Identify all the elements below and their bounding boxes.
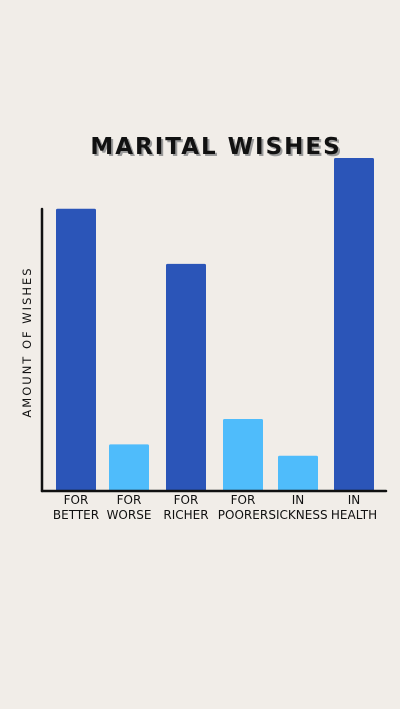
x-tick-label: BETTER bbox=[53, 508, 99, 522]
bar-in-sickness bbox=[278, 455, 318, 491]
x-tick-label: FOR bbox=[117, 493, 142, 507]
bar-for-worse bbox=[109, 444, 149, 491]
chart-title-shadow: MARITAL WISHES bbox=[92, 136, 343, 162]
bar-for-richer bbox=[166, 263, 206, 491]
x-tick-label: HEALTH bbox=[331, 508, 377, 522]
x-tick-label: FOR bbox=[231, 493, 256, 507]
x-tick-label: FOR bbox=[64, 493, 89, 507]
x-tick-label: WORSE bbox=[107, 508, 152, 522]
x-tick-label: RICHER bbox=[163, 508, 208, 522]
x-tick-label: FOR bbox=[174, 493, 199, 507]
bar-for-better bbox=[56, 208, 96, 491]
x-tick-label: SICKNESS bbox=[268, 508, 327, 522]
x-tick-labels: FORBETTERFORWORSEFORRICHERFORPOORERINSIC… bbox=[53, 493, 377, 522]
bars-group bbox=[56, 158, 374, 491]
bar-in-health bbox=[334, 158, 374, 491]
bar-for-poorer bbox=[223, 419, 263, 491]
x-tick-label: POORER bbox=[218, 508, 268, 522]
x-tick-label: IN bbox=[292, 493, 305, 507]
x-tick-label: IN bbox=[348, 493, 361, 507]
chart-title: MARITAL WISHES bbox=[90, 134, 341, 160]
y-axis-label: AMOUNT OF WISHES bbox=[20, 266, 34, 417]
